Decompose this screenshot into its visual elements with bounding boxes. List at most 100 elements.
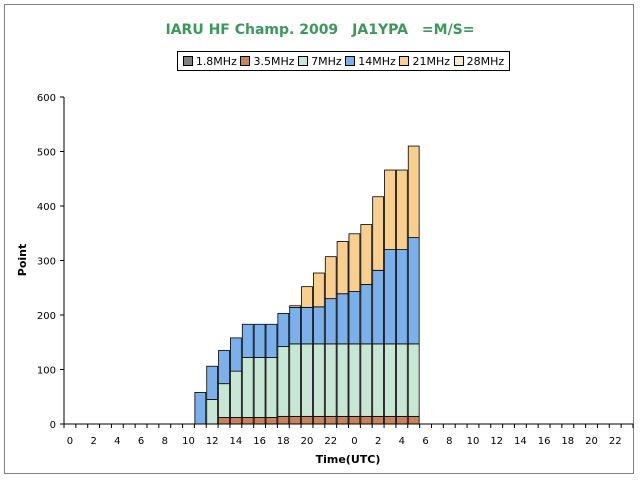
bar-segment-7mhz bbox=[230, 370, 242, 418]
bar-segment-7mhz bbox=[395, 343, 408, 417]
bar-segment-3_5mhz bbox=[324, 415, 337, 425]
y-tick-label: 200 bbox=[37, 311, 56, 322]
bar-segment-3_5mhz bbox=[360, 415, 373, 425]
x-tick-label: 6 bbox=[422, 436, 428, 447]
y-ticks-group: 0 100 200 300 400 500 600 bbox=[37, 93, 64, 431]
bar-segment-7mhz bbox=[265, 357, 278, 418]
bar-segment-14mhz bbox=[277, 312, 290, 348]
legend-item: 21MHz bbox=[399, 55, 450, 68]
x-tick-label: 14 bbox=[514, 436, 527, 447]
legend-item: 3.5MHz bbox=[240, 55, 295, 68]
bar-segment-3_5mhz bbox=[289, 415, 302, 425]
bar-segment-14mhz bbox=[301, 306, 313, 345]
bar-segment-21mhz bbox=[372, 196, 384, 271]
y-axis-label: Point bbox=[16, 244, 29, 276]
bar-segment-7mhz bbox=[241, 357, 254, 418]
x-tick-label: 16 bbox=[253, 436, 266, 447]
bar-segment-7mhz bbox=[206, 399, 219, 425]
bar-segment-7mhz bbox=[360, 343, 373, 417]
bar-segment-7mhz bbox=[277, 346, 290, 417]
x-tick-label: 10 bbox=[467, 436, 480, 447]
bar-segment-14mhz bbox=[218, 350, 230, 385]
x-axis-label: Time(UTC) bbox=[316, 453, 381, 466]
legend-swatch bbox=[399, 56, 410, 66]
bar-segment-3_5mhz bbox=[348, 415, 361, 425]
bar-segment-21mhz bbox=[336, 241, 349, 295]
x-tick-label: 6 bbox=[138, 436, 144, 447]
y-tick-label: 500 bbox=[37, 148, 56, 159]
x-tick-label: 2 bbox=[90, 436, 96, 447]
bar-segment-3_5mhz bbox=[395, 415, 408, 425]
bar-segment-3_5mhz bbox=[218, 417, 230, 425]
bar-segment-7mhz bbox=[301, 343, 313, 417]
bar-segment-14mhz bbox=[348, 291, 361, 345]
bar-segment-14mhz bbox=[324, 298, 337, 345]
chart-title: IARU HF Champ. 2009 JA1YPA =M/S= bbox=[165, 22, 475, 38]
bar-segment-7mhz bbox=[313, 343, 325, 417]
bar-segment-14mhz bbox=[241, 323, 254, 358]
legend-swatch bbox=[345, 56, 356, 66]
bar-segment-14mhz bbox=[253, 323, 266, 358]
bar-segment-21mhz bbox=[360, 224, 373, 285]
chart-legend: 1.8MHz 3.5MHz 7MHz 14MHz 21MHz 28MHz bbox=[177, 51, 510, 71]
bar-segment-7mhz bbox=[253, 357, 266, 418]
bar-segment-7mhz bbox=[348, 343, 361, 417]
x-ticks-group: 0 2 4 6 8 10 12 14 16 18 20 22 0 2 4 6 8 10 12 14 16 18 20 22 bbox=[63, 424, 634, 447]
bar-segment-21mhz bbox=[395, 169, 408, 250]
bar-segment-21mhz bbox=[289, 305, 302, 308]
bar-segment-14mhz bbox=[289, 306, 302, 345]
y-tick-label: 100 bbox=[37, 366, 56, 377]
x-tick-label: 18 bbox=[561, 436, 574, 447]
bar-segment-3_5mhz bbox=[265, 417, 278, 425]
bar-segment-7mhz bbox=[289, 343, 302, 417]
bar-segment-3_5mhz bbox=[384, 415, 396, 425]
bar-segment-7mhz bbox=[324, 343, 337, 417]
bar-segment-3_5mhz bbox=[336, 415, 349, 425]
x-tick-label: 0 bbox=[351, 436, 357, 447]
bar-segment-7mhz bbox=[372, 343, 384, 417]
x-tick-label: 12 bbox=[490, 436, 503, 447]
legend-swatch bbox=[453, 56, 464, 66]
bar-segment-21mhz bbox=[324, 256, 337, 300]
bar-segment-14mhz bbox=[206, 365, 219, 400]
bar-segment-21mhz bbox=[348, 233, 361, 292]
bar-segment-3_5mhz bbox=[253, 417, 266, 425]
x-tick-label: 22 bbox=[609, 436, 622, 447]
bar-segment-3_5mhz bbox=[313, 415, 325, 425]
x-tick-label: 4 bbox=[399, 436, 405, 447]
legend-swatch bbox=[182, 56, 193, 66]
x-tick-label: 8 bbox=[162, 436, 168, 447]
legend-label: 7MHz bbox=[311, 54, 342, 68]
x-tick-label: 0 bbox=[67, 436, 73, 447]
legend-label: 21MHz bbox=[412, 54, 451, 68]
bar-segment-7mhz bbox=[384, 343, 396, 417]
legend-item: 28MHz bbox=[453, 54, 505, 68]
bar-segment-7mhz bbox=[336, 343, 349, 417]
bar-segment-3_5mhz bbox=[277, 415, 290, 425]
bar-segment-14mhz bbox=[230, 337, 242, 372]
bar-segment-7mhz bbox=[218, 383, 230, 418]
legend-label: 1.8MHz bbox=[195, 54, 237, 68]
bar-segment-14mhz bbox=[360, 284, 373, 345]
x-tick-label: 14 bbox=[230, 436, 243, 447]
x-tick-label: 12 bbox=[206, 436, 219, 447]
legend-swatch bbox=[298, 56, 309, 66]
bar-segment-14mhz bbox=[313, 306, 325, 345]
bar-segment-14mhz bbox=[265, 323, 278, 358]
bar-segment-14mhz bbox=[395, 249, 408, 345]
bar-segment-14mhz bbox=[407, 237, 420, 345]
legend-item: 1.8MHz bbox=[182, 54, 237, 68]
bars-group bbox=[194, 145, 420, 425]
bar-segment-7mhz bbox=[407, 343, 420, 417]
y-tick-label: 400 bbox=[37, 202, 56, 213]
bar-segment-3_5mhz bbox=[372, 415, 384, 425]
legend-label: 28MHz bbox=[466, 54, 505, 68]
bar-segment-21mhz bbox=[313, 272, 325, 308]
y-tick-label: 600 bbox=[37, 93, 56, 104]
x-tick-label: 18 bbox=[277, 436, 290, 447]
x-tick-label: 8 bbox=[446, 436, 452, 447]
bar-segment-14mhz bbox=[194, 391, 207, 425]
x-tick-label: 16 bbox=[538, 436, 551, 447]
bar-segment-21mhz bbox=[301, 286, 313, 308]
